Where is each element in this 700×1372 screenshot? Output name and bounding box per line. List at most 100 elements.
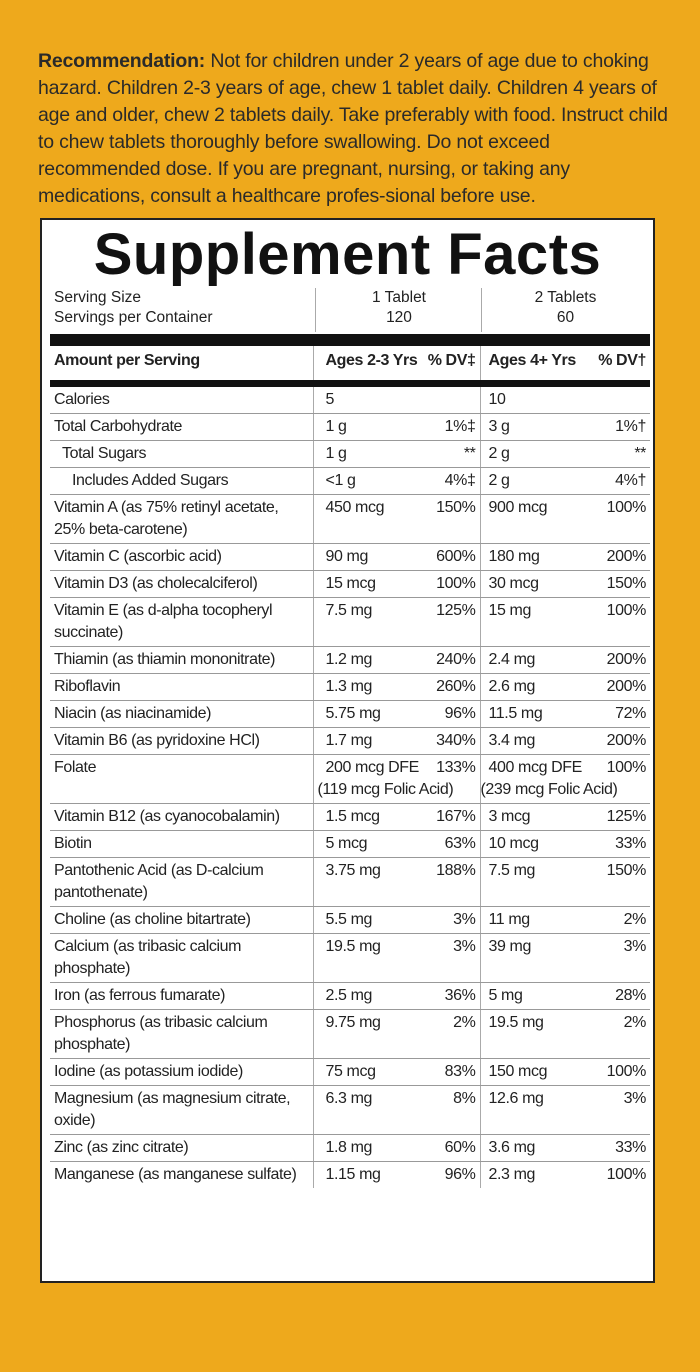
daily-value-text: 1%† (615, 418, 646, 435)
daily-value: 2% (582, 906, 650, 934)
amount-note: (239 mcg Folic Acid) (480, 781, 618, 798)
amount-text: 9.75 mg (325, 1014, 381, 1031)
amount: 30 mcg (480, 570, 582, 598)
daily-value-text: 150% (436, 499, 476, 516)
servings: 120 (386, 309, 412, 326)
nutrient-name-text: Thiamin (as thiamin mononitrate) (54, 651, 276, 668)
amount-text: 19.5 mg (325, 938, 381, 955)
nutrient-row: Manganese (as manganese sulfate) 1.15 mg 9… (50, 1161, 650, 1189)
amount: 6.3 mg (313, 1085, 413, 1135)
nutrient-name: Calcium (as tribasic calcium phosphate) (50, 933, 314, 983)
nutrient-name-text: Calcium (as tribasic calcium phosphate) (54, 938, 242, 977)
daily-value: 2% (582, 1009, 650, 1059)
amount-text: 900 mcg (488, 499, 548, 516)
daily-value-text: 125% (606, 808, 647, 825)
nutrient-name-text: Vitamin D3 (as cholecalciferol) (54, 575, 258, 592)
amount-text: 3 mcg (488, 808, 531, 825)
daily-value: 3% (413, 933, 481, 983)
amount-text: 2 g (488, 472, 510, 489)
amount: 5.5 mg (313, 906, 413, 934)
nutrient-row: Vitamin D3 (as cholecalciferol) 15 mcg 100… (50, 570, 650, 598)
amount: 2 g (480, 440, 582, 468)
facts-table: Amount per Serving Ages 2-3 Yrs% DV‡ Ages … (50, 346, 650, 1188)
amount-text: 1.7 mg (325, 732, 373, 749)
daily-value-text: 260% (436, 678, 476, 695)
nutrient-name: Pantothenic Acid (as D-calcium pantothen… (50, 857, 314, 907)
amount: 5 (313, 383, 413, 414)
amount-text: 15 mcg (325, 575, 376, 592)
amount: 5 mcg (313, 830, 413, 858)
amount: 2.6 mg (480, 673, 582, 701)
amount-text: 2.3 mg (488, 1166, 536, 1183)
amount-text: 450 mcg (325, 499, 385, 516)
daily-value-text: 200% (606, 732, 647, 749)
nutrient-row: Pantothenic Acid (as D-calcium pantothen… (50, 857, 650, 907)
serving-size-label: Serving Size (54, 289, 142, 306)
nutrient-row: Zinc (as zinc citrate) 1.8 mg 60% 3.6 mg 33% (50, 1134, 650, 1162)
nutrient-name: Folate (50, 754, 314, 804)
daily-value: 100% (582, 1162, 650, 1189)
daily-value-text: 33% (615, 1139, 646, 1156)
serving-size: 2 Tablets (534, 289, 597, 306)
nutrient-row: Vitamin B12 (as cyanocobalamin) 1.5 mcg 16… (50, 803, 650, 831)
serving-size: 1 Tablet (371, 289, 426, 306)
daily-value: 60% (413, 1134, 481, 1162)
header-row: Amount per Serving Ages 2-3 Yrs% DV‡ Ages … (50, 346, 650, 387)
header-cell: % DV‡ (413, 346, 481, 387)
nutrient-name-text: Folate (54, 759, 97, 776)
amount: 3.4 mg (480, 727, 582, 755)
daily-value: 200% (582, 646, 650, 674)
daily-value: 28% (582, 982, 650, 1010)
amount: 10 (480, 383, 582, 414)
daily-value-text: 60% (444, 1139, 476, 1156)
nutrient-row: Thiamin (as thiamin mononitrate) 1.2 mg 24… (50, 646, 650, 674)
amount-text: 5 mg (488, 987, 523, 1004)
amount-text: 2.4 mg (488, 651, 536, 668)
amount: 2.4 mg (480, 646, 582, 674)
nutrient-name-text: Iodine (as potassium iodide) (54, 1063, 243, 1080)
nutrient-name: Niacin (as niacinamide) (50, 700, 314, 728)
nutrient-row: Riboflavin 1.3 mg 260% 2.6 mg 200% (50, 673, 650, 701)
recommendation: Recommendation: Not for children under 2… (38, 48, 674, 210)
daily-value-text: 150% (606, 575, 647, 592)
daily-value: 3% (582, 1085, 650, 1135)
nutrient-row: Folate 200 mcg DFE (119 mcg Folic Acid) 133… (50, 754, 650, 804)
amount: 7.5 mg (480, 857, 582, 907)
amount: 3.6 mg (480, 1134, 582, 1162)
amount: 9.75 mg (313, 1009, 413, 1059)
daily-value: 125% (413, 597, 481, 647)
daily-value-text: ** (463, 445, 476, 462)
nutrient-name-text: Zinc (as zinc citrate) (54, 1139, 189, 1156)
amount-text: 3.75 mg (325, 862, 381, 879)
nutrient-name-text: Vitamin A (as 75% retinyl acetate, 25% b… (54, 499, 279, 538)
amount-text: 1.15 mg (325, 1166, 381, 1183)
daily-value: 150% (582, 570, 650, 598)
nutrient-name: Calories (50, 383, 314, 414)
daily-value-text: 100% (436, 575, 476, 592)
daily-value-text: 2% (623, 911, 647, 928)
daily-value: 200% (582, 673, 650, 701)
amount-text: 2.6 mg (488, 678, 536, 695)
daily-value: 260% (413, 673, 481, 701)
nutrient-name-text: Vitamin E (as d-alpha tocopheryl succina… (54, 602, 273, 641)
daily-value-text: 4%† (615, 472, 646, 489)
daily-value-text: 3% (623, 1090, 647, 1107)
daily-value: 340% (413, 727, 481, 755)
daily-value-text: 3% (453, 938, 476, 955)
nutrient-row: Total Carbohydrate 1 g 1%‡ 3 g 1%† (50, 413, 650, 441)
amount: 2 g (480, 467, 582, 495)
daily-value: ** (413, 440, 481, 468)
amount: 75 mcg (313, 1058, 413, 1086)
daily-value-text: 63% (444, 835, 476, 852)
daily-value-text: 200% (606, 678, 647, 695)
amount: 11 mg (480, 906, 582, 934)
nutrient-name: Biotin (50, 830, 314, 858)
amount-text: 400 mcg DFE (488, 759, 583, 776)
daily-value: 3% (582, 933, 650, 983)
daily-value: 36% (413, 982, 481, 1010)
amount: 19.5 mg (313, 933, 413, 983)
amount-text: 1.8 mg (325, 1139, 373, 1156)
nutrient-row: Total Sugars 1 g ** 2 g ** (50, 440, 650, 468)
amount-text: 2.5 mg (325, 987, 373, 1004)
nutrient-name-text: Pantothenic Acid (as D-calcium pantothen… (54, 862, 264, 901)
